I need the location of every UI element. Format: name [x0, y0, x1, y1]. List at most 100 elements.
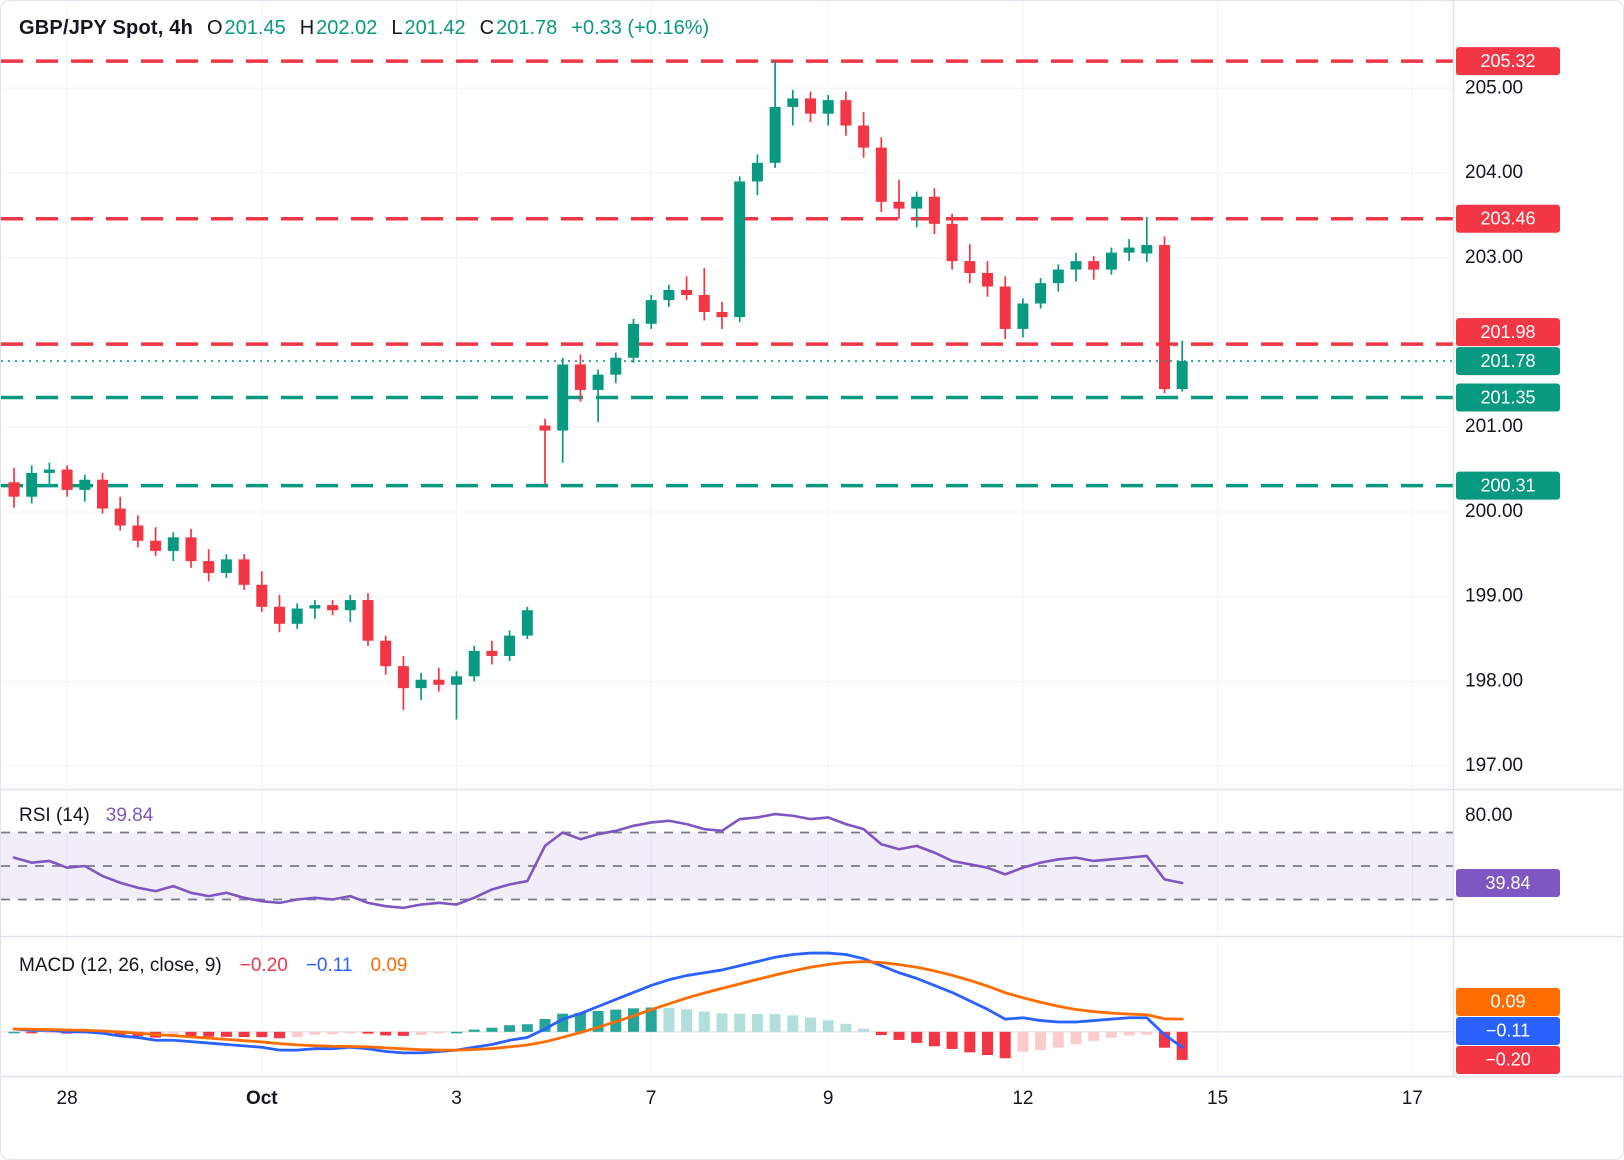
time-label: 12 [1012, 1088, 1033, 1109]
macd-hist-bar [716, 1013, 728, 1032]
candle-body [167, 537, 179, 551]
macd-hist-bar [946, 1031, 958, 1049]
badge-bg [1456, 347, 1560, 376]
candle-body [1176, 361, 1188, 390]
price-level-badge: 200.31 [1456, 471, 1560, 500]
time-label: 3 [451, 1088, 462, 1109]
rsi-pane [1, 812, 1453, 910]
ohlc-low: L 201.42 [391, 17, 466, 39]
macd-line [12, 951, 1184, 1055]
macd-hist-bar [911, 1031, 923, 1043]
rsi-tick: 80.00 [1465, 805, 1513, 826]
macd-hist-bar [751, 1013, 763, 1032]
badge-bg [1456, 383, 1560, 412]
macd-hist-bar [1088, 1031, 1100, 1041]
candle-body [256, 584, 268, 607]
symbol-title[interactable]: GBP/JPY Spot, 4h [19, 17, 193, 39]
time-label: 9 [823, 1088, 834, 1109]
candle-body [1159, 245, 1170, 390]
macd-hist-bar [1123, 1031, 1135, 1036]
badge-bg [1456, 1045, 1560, 1074]
candle-body [769, 106, 781, 163]
macd-hist-bar [999, 1031, 1011, 1059]
change-value: +0.33 (+0.16%) [571, 17, 710, 39]
badge-bg [1456, 1016, 1560, 1045]
candle-body [132, 525, 144, 541]
candle-body [468, 650, 480, 677]
candle-body [999, 286, 1011, 329]
candle-body [61, 469, 73, 490]
candle-body [787, 98, 799, 107]
candle-body [203, 561, 215, 573]
badge-text: 0.09 [1490, 992, 1525, 1012]
macd-hist-bar [557, 1013, 569, 1032]
candle-body [185, 537, 197, 562]
candle-body [716, 311, 728, 318]
candle-body [610, 357, 622, 375]
badge-bg [1456, 869, 1560, 898]
macd-hist-bar [1017, 1031, 1029, 1052]
candle-body [734, 181, 746, 318]
candle-body [946, 223, 958, 262]
macd-hist-bar [415, 1031, 427, 1036]
price-tick: 199.00 [1465, 586, 1523, 607]
macd-hist-bar [238, 1031, 250, 1038]
rsi-title[interactable]: RSI (14) [19, 805, 90, 826]
macd-hist-bar [1159, 1031, 1170, 1048]
badge-bg [1456, 318, 1560, 347]
macd-hist-bar [114, 1031, 126, 1036]
macd-hist-bar [1052, 1031, 1064, 1048]
rsi-value: 39.84 [105, 805, 154, 826]
macd-hist-bar [380, 1031, 392, 1036]
time-label: 28 [57, 1088, 78, 1109]
time-axis[interactable]: 28 Oct 3 7 9 12 15 17 [57, 1088, 1423, 1109]
candle-body [751, 162, 763, 182]
macd-line-value: −0.11 [305, 955, 353, 976]
rsi-value-badge: 39.84 [1456, 869, 1560, 898]
candle-body [1052, 269, 1064, 284]
badge-text: 205.32 [1480, 51, 1535, 71]
macd-hist-bar [43, 1031, 55, 1034]
ohlc-open: O 201.45 [206, 17, 286, 39]
macd-hist-bar [220, 1031, 232, 1037]
candle-body [1088, 261, 1100, 270]
macd-hist-value: −0.20 [239, 955, 288, 976]
price-tick: 204.00 [1465, 162, 1523, 183]
candle-body [504, 635, 516, 656]
price-level-badge: 201.78 [1456, 347, 1560, 376]
price-level-badge: 201.98 [1456, 318, 1560, 347]
macd-hist-bar [769, 1014, 781, 1032]
macd-hist-bar [451, 1031, 462, 1034]
candle-body [451, 676, 462, 685]
main-chart-header: GBP/JPY Spot, 4h O 201.45 H 202.02 L 201.42… [19, 17, 709, 40]
badge-text: 201.78 [1480, 351, 1535, 371]
candle-body [822, 100, 834, 114]
candle-body [698, 295, 710, 312]
macd-title[interactable]: MACD (12, 26, close, 9) [19, 955, 222, 976]
candle-body [858, 125, 870, 148]
candle-body [1123, 247, 1135, 253]
macd-hist-bar [521, 1024, 533, 1032]
price-scale[interactable]: 197.00 198.00 199.00 200.00 201.00 203.00 204.… [1456, 47, 1560, 1074]
badge-bg [1456, 204, 1560, 233]
macd-hist-bar [203, 1031, 215, 1037]
macd-hist-bar [433, 1031, 445, 1034]
candle-body [805, 98, 816, 114]
macd-hist-bar [1105, 1031, 1117, 1038]
candle-body [1035, 283, 1047, 304]
macd-hist-bar [185, 1031, 197, 1037]
price-tick: 198.00 [1465, 670, 1523, 691]
badge-text: 201.35 [1480, 387, 1535, 407]
price-level-badge: 203.46 [1456, 204, 1560, 233]
macd-hist-bar [167, 1031, 179, 1037]
macd-hist-bar [893, 1031, 905, 1040]
badge-text: −0.11 [1486, 1021, 1530, 1041]
candle-body [521, 610, 533, 636]
rsi-band [1, 832, 1453, 900]
candle-body [964, 261, 976, 273]
candle-body [26, 472, 38, 497]
rsi-line [12, 812, 1184, 910]
candle-body [840, 100, 852, 126]
candle-body [327, 605, 339, 611]
